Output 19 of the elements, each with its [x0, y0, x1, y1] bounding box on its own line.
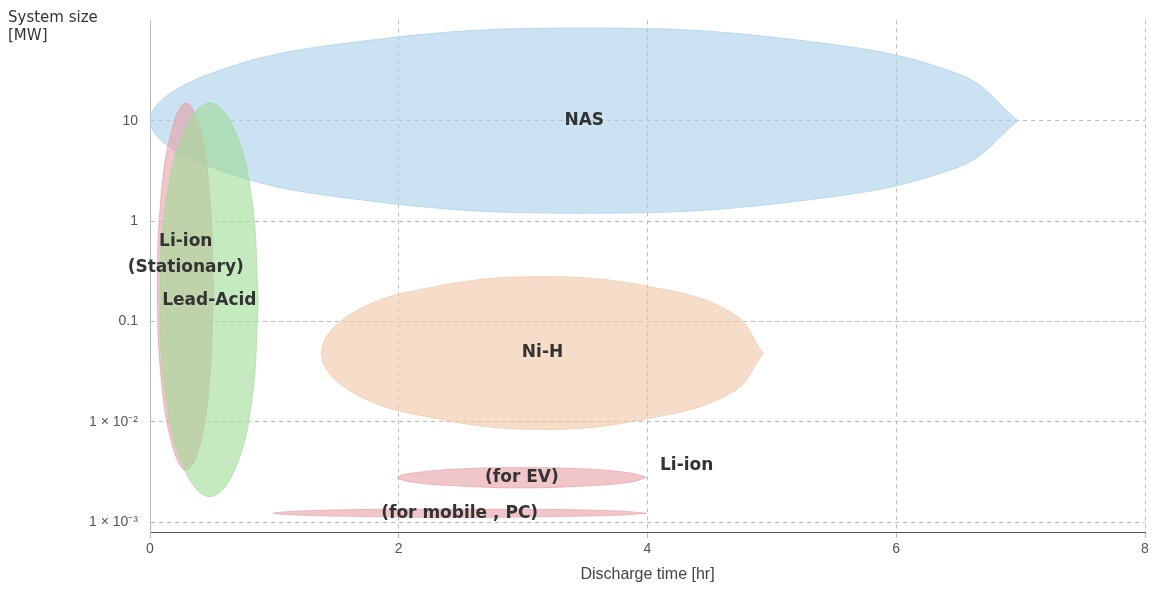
y-axis-title: System size [MW]: [8, 8, 99, 44]
y-tick-label: 0.1: [118, 312, 139, 329]
annotation: Li-ion: [660, 454, 714, 474]
series-label: Li-ion (Stationary): [127, 230, 244, 277]
x-axis-title: Discharge time [hr]: [580, 564, 715, 582]
y-tick-label: 10: [122, 111, 139, 128]
x-tick-label: 8: [1141, 540, 1150, 557]
y-tick-label: 1 × 10⁻²: [89, 412, 139, 429]
y-tick-label: 1: [130, 212, 139, 229]
series-label: Ni-H: [521, 341, 564, 362]
x-tick-label: 2: [394, 540, 403, 557]
x-tick-label: 6: [892, 540, 901, 557]
series-label: (for EV): [485, 465, 559, 486]
x-tick-label: 0: [146, 540, 155, 557]
y-tick-label: 1 × 10⁻³: [89, 513, 139, 530]
series-label: (for mobile , PC): [381, 501, 539, 522]
series-label: Lead-Acid: [162, 288, 257, 309]
series-label: NAS: [564, 109, 605, 129]
x-tick-label: 4: [643, 540, 652, 557]
